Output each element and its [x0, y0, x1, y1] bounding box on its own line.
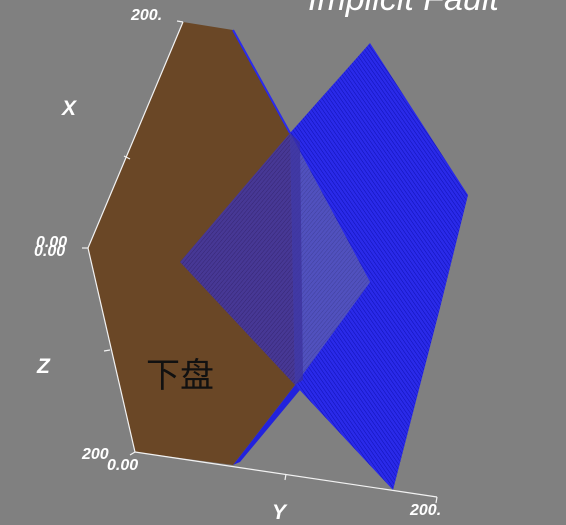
x-axis-label: X	[62, 97, 77, 120]
fault-plane-front	[180, 133, 370, 385]
footwall-label: 下盘	[146, 356, 214, 396]
y-axis-label: Y	[272, 501, 287, 524]
x-axis-max-tick: 200.	[131, 7, 163, 24]
z-axis-min-tick: 0.00	[34, 243, 66, 260]
fault-plane-lower	[233, 385, 300, 465]
z-axis-max-tick: 200	[82, 446, 109, 463]
x-axis-min-tick: 0.00	[36, 234, 68, 251]
z-axis-label: Z	[37, 355, 50, 378]
y-axis-min-tick: 0.00	[107, 457, 139, 474]
footwall-surface	[88, 22, 295, 465]
fault-plane-overlap	[290, 133, 303, 385]
fault-plane-back	[290, 43, 468, 490]
y-axis-max-tick: 200.	[410, 502, 442, 519]
footwall-top-edge	[232, 29, 291, 134]
viewer-title: Implicit Fault	[308, 0, 499, 19]
axes-lines	[82, 20, 438, 504]
